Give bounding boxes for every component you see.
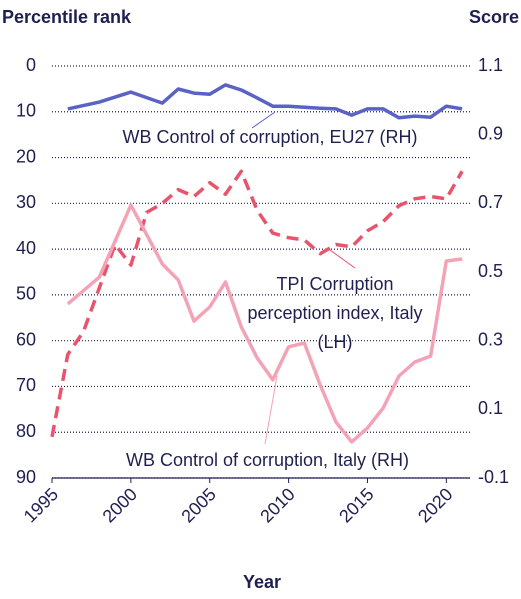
y-tick-label: 80 bbox=[16, 421, 36, 441]
y-tick-label: 90 bbox=[16, 467, 36, 487]
y-tick-label: 0 bbox=[26, 55, 36, 75]
x-axis-title: Year bbox=[243, 572, 281, 592]
annotation: TPI Corruption perception index, Italy (… bbox=[247, 274, 423, 352]
y2-tick-label: 0.3 bbox=[478, 329, 503, 349]
x-tick-label: 2005 bbox=[177, 484, 219, 526]
x-tick-label: 2015 bbox=[335, 484, 377, 526]
leader-line bbox=[251, 111, 276, 129]
y-tick-label: 50 bbox=[16, 284, 36, 304]
y-axis-title: Percentile rank bbox=[2, 7, 132, 27]
leader-line bbox=[329, 249, 356, 269]
x-tick-label: 1995 bbox=[20, 484, 62, 526]
y2-tick-label: -0.1 bbox=[478, 467, 509, 487]
y-tick-label: 10 bbox=[16, 101, 36, 121]
x-tick-label: 2010 bbox=[256, 484, 298, 526]
y2-tick-label: 0.1 bbox=[478, 398, 503, 418]
y-tick-label: 30 bbox=[16, 192, 36, 212]
x-tick-label: 2020 bbox=[414, 484, 456, 526]
x-tick-label: 2000 bbox=[99, 484, 141, 526]
y2-axis-title: Score bbox=[469, 7, 519, 27]
y2-tick-label: 0.7 bbox=[478, 192, 503, 212]
y-tick-label: 40 bbox=[16, 238, 36, 258]
line-series bbox=[66, 203, 463, 444]
leader-line bbox=[264, 375, 278, 445]
y2-tick-label: 0.9 bbox=[478, 123, 503, 143]
y2-tick-label: 1.1 bbox=[478, 55, 503, 75]
line-series bbox=[67, 83, 463, 120]
annotation: WB Control of corruption, EU27 (RH) bbox=[122, 127, 418, 147]
line-series bbox=[50, 169, 464, 438]
annotation: WB Control of corruption, Italy (RH) bbox=[125, 450, 410, 470]
y2-tick-label: 0.5 bbox=[478, 261, 503, 281]
y-tick-label: 70 bbox=[16, 375, 36, 395]
y-tick-label: 60 bbox=[16, 329, 36, 349]
y-tick-label: 20 bbox=[16, 146, 36, 166]
